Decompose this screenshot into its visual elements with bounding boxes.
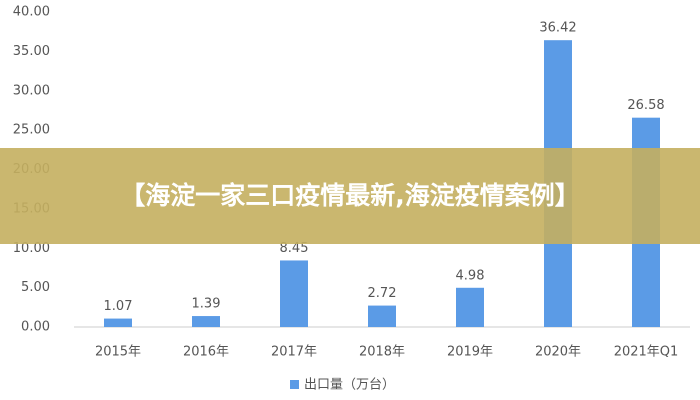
y-tick-label: 5.00: [21, 280, 50, 295]
legend-swatch: [290, 380, 299, 389]
bar: [192, 316, 220, 327]
y-tick-label: 10.00: [13, 241, 50, 256]
y-tick-label: 30.00: [13, 83, 50, 98]
data-label: 1.07: [104, 299, 133, 314]
x-tick-label: 2020年: [535, 345, 581, 360]
x-tick-label: 2021年Q1: [614, 345, 679, 360]
data-label: 4.98: [456, 268, 485, 283]
legend-label: 出口量（万台）: [304, 378, 395, 393]
data-label: 2.72: [368, 286, 397, 301]
chart-title: 【海淀一家三口疫情最新,海淀疫情案例】: [120, 181, 580, 210]
x-tick-label: 2018年: [359, 345, 405, 360]
x-tick-label: 2017年: [271, 345, 317, 360]
bar: [456, 287, 484, 327]
data-label: 8.45: [280, 241, 309, 256]
data-label: 36.42: [539, 21, 576, 36]
y-tick-label: 0.00: [21, 320, 50, 335]
bar: [104, 318, 132, 327]
data-label: 1.39: [192, 297, 221, 312]
x-tick-label: 2015年: [95, 345, 141, 360]
y-tick-label: 40.00: [13, 5, 50, 20]
title-banner: 【海淀一家三口疫情最新,海淀疫情案例】: [0, 148, 700, 244]
bar: [368, 305, 396, 327]
y-tick-label: 25.00: [13, 123, 50, 138]
x-tick-label: 2016年: [183, 345, 229, 360]
bar: [280, 260, 308, 327]
data-label: 26.58: [627, 98, 664, 113]
x-tick-label: 2019年: [447, 345, 493, 360]
y-tick-label: 35.00: [13, 44, 50, 59]
